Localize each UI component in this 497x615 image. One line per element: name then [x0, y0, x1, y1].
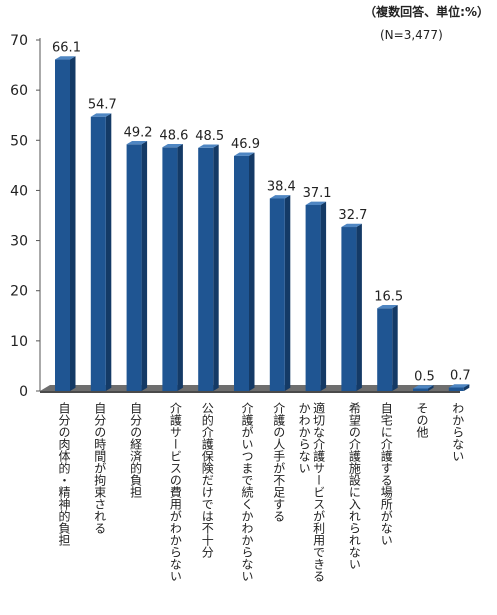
bar-top-1 [55, 56, 76, 60]
value-label-1: 66.1 [52, 41, 81, 56]
category-label-5: 公的介護保険だけでは不十分 [200, 402, 215, 558]
value-label-5: 48.5 [195, 129, 224, 144]
y-tick-label-20: 20 [10, 284, 28, 300]
value-label-11: 0.5 [414, 369, 435, 384]
value-label-4: 48.6 [159, 128, 188, 143]
bar-5 [198, 147, 214, 391]
value-label-7: 38.4 [267, 179, 296, 194]
bar-top-12 [448, 384, 470, 388]
value-label-9: 32.7 [338, 208, 367, 223]
sample-size-note: (N=3,477) [380, 28, 443, 42]
bar-12 [448, 387, 464, 391]
bar-top-8 [305, 201, 327, 205]
bar-side-9 [356, 223, 362, 391]
bar-10 [377, 308, 393, 391]
bar-side-11 [428, 385, 434, 391]
category-label-8: 適切な介護サービスが利用できるかわからない [297, 402, 326, 582]
bar-top-9 [341, 223, 362, 228]
bar-side-4 [177, 144, 183, 391]
bar-top-11 [413, 385, 434, 389]
category-label-6: 介護がいつまで続くかわからない [240, 402, 254, 582]
value-label-8: 37.1 [303, 186, 332, 201]
y-tick-label-60: 60 [10, 83, 28, 99]
value-label-10: 16.5 [374, 289, 403, 304]
bar-4 [162, 147, 178, 391]
y-tick-label-0: 0 [19, 384, 28, 400]
y-tick-label-10: 10 [10, 334, 28, 350]
y-tick-label-70: 70 [10, 33, 28, 49]
bar-8 [305, 204, 321, 391]
bar-top-5 [198, 144, 219, 148]
bar-top-10 [377, 304, 398, 309]
category-label-10: 自宅に介護する場所がない [379, 402, 394, 546]
category-label-1: 自分の肉体的・精神的負担 [57, 402, 71, 546]
bar-side-8 [320, 201, 327, 391]
y-tick-label-30: 30 [10, 234, 28, 250]
bar-9 [341, 227, 357, 391]
value-label-6: 46.9 [231, 137, 260, 152]
bar-side-1 [70, 56, 76, 392]
bar-side-3 [141, 140, 148, 391]
bar-side-5 [213, 144, 219, 391]
y-tick-label-50: 50 [10, 133, 28, 149]
bar-11 [413, 388, 428, 391]
bar-top-2 [90, 113, 112, 117]
bar-top-4 [162, 144, 183, 148]
unit-note: （複数回答、単位:%） [364, 5, 489, 19]
bar-top-6 [234, 152, 255, 156]
category-label-11: その他 [415, 402, 429, 438]
bar-1 [55, 59, 70, 391]
bar-side-12 [463, 384, 470, 391]
bar-side-7 [284, 195, 291, 391]
bar-6 [234, 155, 249, 391]
bar-2 [90, 116, 106, 392]
category-label-9: 希望の介護施設に入れられない [347, 402, 362, 570]
category-label-3: 自分の経済的負担 [128, 402, 143, 498]
bar-side-10 [392, 304, 398, 391]
category-label-12: わからない [450, 402, 465, 462]
category-label-2: 自分の時間が拘束される [92, 402, 107, 534]
value-label-2: 54.7 [88, 98, 117, 113]
y-tick-label-40: 40 [10, 183, 28, 199]
bar-top-7 [269, 195, 291, 199]
chart-floor [40, 385, 470, 391]
bar-side-6 [249, 152, 255, 391]
chart-floor-edge [40, 391, 460, 393]
bar-top-3 [126, 140, 148, 145]
category-label-4: 介護サービスの費用がわからない [168, 402, 183, 582]
bar-3 [126, 144, 142, 391]
category-label-7: 介護の人手が不足する [271, 402, 286, 522]
value-label-3: 49.2 [124, 125, 153, 140]
bar-side-2 [105, 113, 112, 391]
value-label-12: 0.7 [450, 368, 471, 383]
bar-7 [269, 198, 285, 391]
